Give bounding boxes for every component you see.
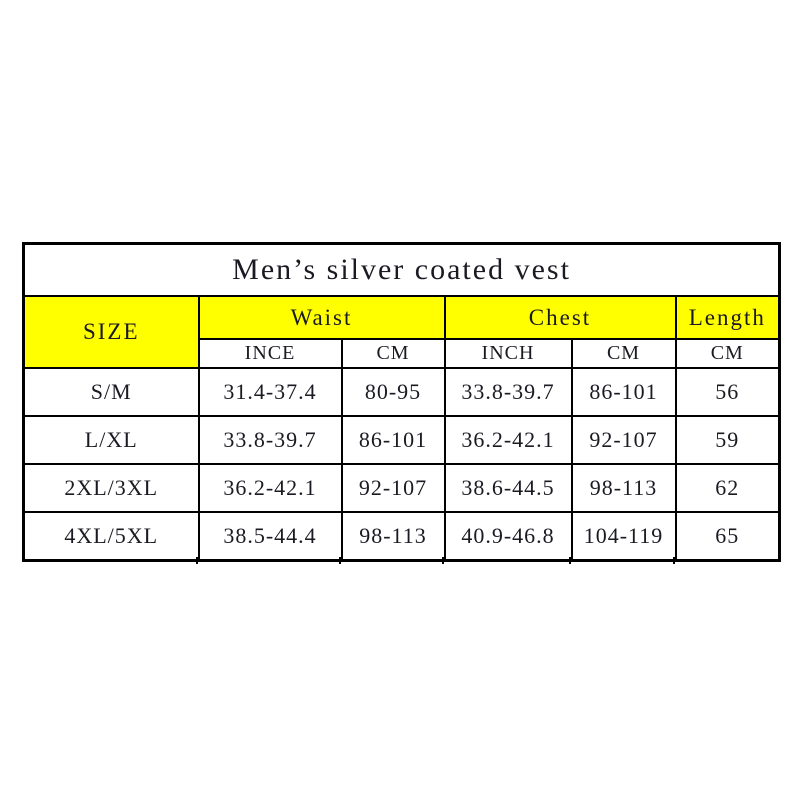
size-label: 2XL/3XL — [22, 463, 200, 513]
header-group-row: SIZE Waist Chest Length — [22, 295, 781, 369]
length-cm-value: 59 — [674, 415, 781, 465]
table-row-2xl3xl: 2XL/3XL 36.2-42.1 92-107 38.6-44.5 98-11… — [22, 463, 781, 513]
chest-cm-value: 92-107 — [570, 415, 677, 465]
column-header-size: SIZE — [22, 295, 200, 369]
size-label: L/XL — [22, 415, 200, 465]
size-label: 4XL/5XL — [22, 511, 200, 562]
column-group-waist: Waist — [197, 295, 446, 340]
column-line-stub — [569, 557, 571, 564]
column-line-stub — [196, 557, 198, 564]
chest-inch-value: 40.9-46.8 — [443, 511, 573, 562]
subheader-chest-inch: INCH — [443, 338, 573, 369]
table-row-sm: S/M 31.4-37.4 80-95 33.8-39.7 86-101 56 — [22, 367, 781, 417]
length-cm-value: 62 — [674, 463, 781, 513]
waist-cm-value: 80-95 — [340, 367, 446, 417]
column-line-stub — [673, 557, 675, 564]
subheader-waist-inch: INCE — [197, 338, 343, 369]
column-group-chest: Chest — [443, 295, 677, 340]
waist-inch-value: 33.8-39.7 — [197, 415, 343, 465]
chest-cm-value: 86-101 — [570, 367, 677, 417]
column-group-length: Length — [674, 295, 781, 340]
waist-inch-value: 31.4-37.4 — [197, 367, 343, 417]
column-line-stub — [339, 557, 341, 564]
waist-cm-value: 98-113 — [340, 511, 446, 562]
chest-inch-value: 33.8-39.7 — [443, 367, 573, 417]
column-line-stub — [442, 557, 444, 564]
table-title: Men’s silver coated vest — [22, 242, 781, 297]
chest-inch-value: 36.2-42.1 — [443, 415, 573, 465]
chest-inch-value: 38.6-44.5 — [443, 463, 573, 513]
length-cm-value: 65 — [674, 511, 781, 562]
title-row: Men’s silver coated vest — [22, 242, 781, 297]
chest-cm-value: 104-119 — [570, 511, 677, 562]
table-row-4xl5xl: 4XL/5XL 38.5-44.4 98-113 40.9-46.8 104-1… — [22, 511, 781, 562]
subheader-row: INCE CM INCH CM CM — [24, 338, 781, 369]
length-cm-value: 56 — [674, 367, 781, 417]
waist-cm-value: 92-107 — [340, 463, 446, 513]
waist-inch-value: 36.2-42.1 — [197, 463, 343, 513]
subheader-length-cm: CM — [674, 338, 781, 369]
waist-cm-value: 86-101 — [340, 415, 446, 465]
table-row-lxl: L/XL 33.8-39.7 86-101 36.2-42.1 92-107 5… — [22, 415, 781, 465]
subheader-chest-cm: CM — [570, 338, 677, 369]
chest-cm-value: 98-113 — [570, 463, 677, 513]
size-chart-table: Men’s silver coated vest SIZE Waist Ches… — [22, 242, 782, 562]
subheader-waist-cm: CM — [340, 338, 446, 369]
waist-inch-value: 38.5-44.4 — [197, 511, 343, 562]
size-label: S/M — [22, 367, 200, 417]
